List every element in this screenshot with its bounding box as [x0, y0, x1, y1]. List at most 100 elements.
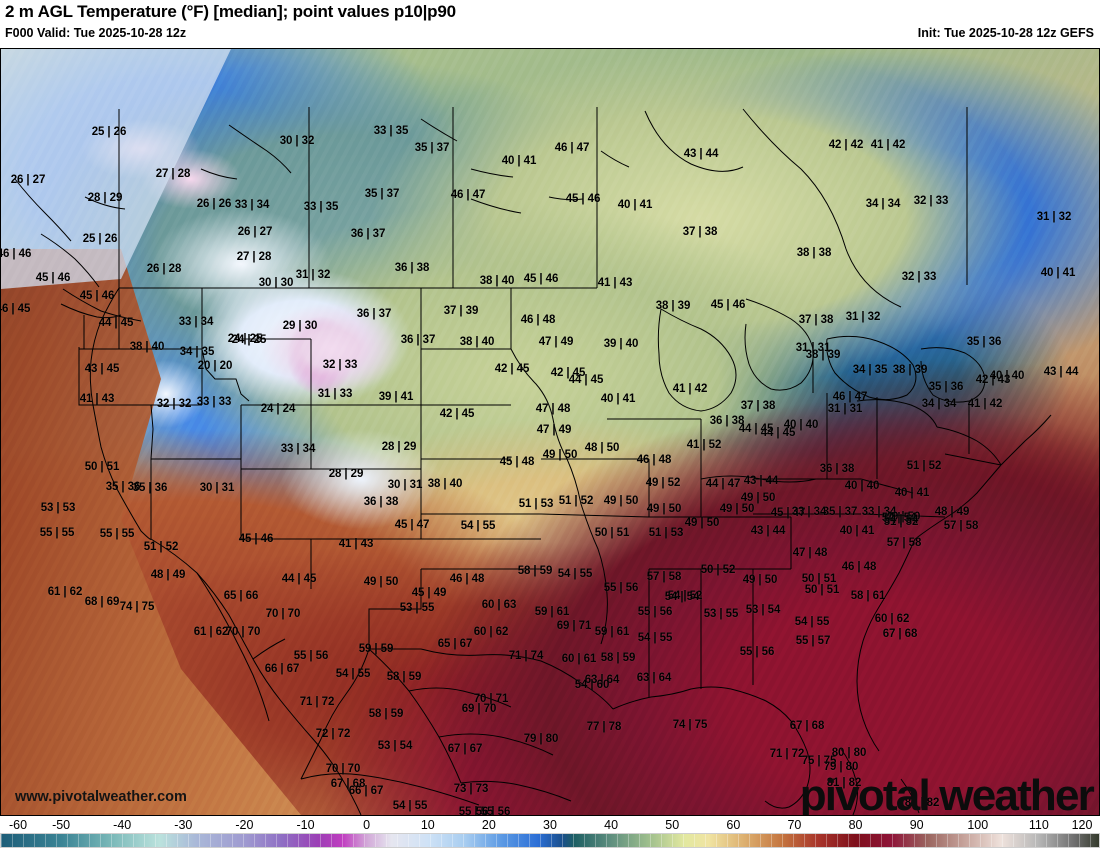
- point-value-label: 45 | 48: [499, 456, 535, 468]
- point-value-label: 33 | 34: [280, 443, 316, 455]
- point-value-label: 28 | 29: [87, 192, 123, 204]
- point-value-label: 55 | 55: [39, 527, 75, 539]
- point-value-label: 30 | 30: [258, 277, 294, 289]
- point-value-label: 69 | 71: [556, 620, 592, 632]
- colorbar-container: -60 -50 -40 -30 -20 -10 0 10 20 30 40 50 60 70 80 90 100…: [0, 818, 1100, 850]
- point-value-label: 27 | 28: [155, 168, 191, 180]
- point-value-label: 37 | 38: [798, 314, 834, 326]
- point-value-label: 71 | 72: [299, 696, 335, 708]
- point-value-label: 61 | 62: [193, 626, 229, 638]
- point-value-label: 54 | 55: [637, 632, 673, 644]
- point-value-label: 55 | 56: [603, 582, 639, 594]
- point-value-label: 45 | 46: [523, 273, 559, 285]
- point-value-label: 65 | 66: [223, 590, 259, 602]
- point-value-label: 58 | 59: [368, 708, 404, 720]
- point-value-label: 40 | 41: [894, 487, 930, 499]
- point-value-label: 35 | 36: [966, 336, 1002, 348]
- point-value-label: 57 | 58: [646, 571, 682, 583]
- point-value-label: 81 | 82: [826, 777, 862, 789]
- point-value-label: 60 | 61: [561, 653, 597, 665]
- point-value-label: 54 | 54: [883, 514, 919, 526]
- point-value-label: 70 | 70: [325, 763, 361, 775]
- point-value-label: 36 | 37: [356, 308, 392, 320]
- point-value-label: 68 | 69: [84, 596, 120, 608]
- point-value-label: 67 | 67: [447, 743, 483, 755]
- point-value-label: 26 | 28: [146, 263, 182, 275]
- point-value-label: 36 | 38: [363, 496, 399, 508]
- colorbar-tick: -40: [113, 818, 132, 832]
- point-value-label: 31 | 31: [795, 342, 831, 354]
- point-value-label: 46 | 48: [520, 314, 556, 326]
- point-value-label: 73 | 73: [453, 783, 489, 795]
- colorbar-tick: 80: [848, 818, 863, 832]
- contour-banding-texture: [1, 49, 1099, 815]
- point-value-label: 57 | 58: [943, 520, 979, 532]
- colorbar-tick: 120: [1071, 818, 1093, 832]
- point-value-label: 49 | 50: [742, 574, 778, 586]
- pivotal-weather-watermark: pivotal weather: [799, 771, 1095, 816]
- point-value-label: 43 | 44: [683, 148, 719, 160]
- point-value-label: 49 | 50: [684, 517, 720, 529]
- point-value-label: 39 | 41: [378, 391, 414, 403]
- colorbar-tick: -20: [235, 818, 254, 832]
- point-value-label: 32 | 33: [901, 271, 937, 283]
- point-value-label: 29 | 30: [282, 320, 318, 332]
- point-value-label: 58 | 59: [600, 652, 636, 664]
- point-value-label: 44 | 45: [98, 317, 134, 329]
- point-value-label: 24 | 25: [231, 334, 267, 346]
- map-viewport[interactable]: 25 | 26 26 | 27 27 | 28 28 | 29 26 | 26 33 | …: [0, 48, 1100, 816]
- colorbar-tick: 70: [787, 818, 802, 832]
- colorbar-gradient[interactable]: [0, 833, 1100, 848]
- point-value-label: 35 | 36: [928, 381, 964, 393]
- point-value-label: 35 | 36: [132, 482, 168, 494]
- point-value-label: 63 | 64: [636, 672, 672, 684]
- point-value-label: 25 | 26: [91, 126, 127, 138]
- point-value-label: 50 | 51: [804, 584, 840, 596]
- point-value-label: 45 | 49: [411, 587, 447, 599]
- point-value-label: 26 | 27: [237, 226, 273, 238]
- point-value-label: 54 | 55: [794, 616, 830, 628]
- point-value-label: 59 | 61: [534, 606, 570, 618]
- point-value-label: 54 | 55: [335, 668, 371, 680]
- point-value-label: 79 | 80: [823, 761, 859, 773]
- point-value-label: 67 | 68: [789, 720, 825, 732]
- point-value-label: 46 | 46: [0, 248, 32, 260]
- point-value-label: 45 | 46: [238, 533, 274, 545]
- point-value-label: 42 | 45: [439, 408, 475, 420]
- point-value-label: 25 | 26: [82, 233, 118, 245]
- temperature-raster: 25 | 26 26 | 27 27 | 28 28 | 29 26 | 26 33 | …: [1, 49, 1099, 815]
- point-value-label: 33 | 33: [196, 396, 232, 408]
- point-value-label: 60 | 62: [874, 613, 910, 625]
- point-value-label: 26 | 27: [10, 174, 46, 186]
- point-value-label: 54 | 60: [574, 679, 610, 691]
- point-value-label: 42 | 45: [494, 363, 530, 375]
- page-title: 2 m AGL Temperature (°F) [median]; point…: [5, 2, 456, 21]
- point-value-label: 39 | 40: [603, 338, 639, 350]
- point-value-label: 53 | 55: [399, 602, 435, 614]
- point-value-label: 44 | 45: [738, 423, 774, 435]
- point-value-label: 53 | 55: [703, 608, 739, 620]
- point-value-label: 60 | 63: [481, 599, 517, 611]
- colorbar-tick: 110: [1028, 818, 1049, 832]
- point-value-label: 54 | 52: [667, 590, 703, 602]
- colorbar-tick: 10: [420, 818, 435, 832]
- point-value-label: 40 | 40: [783, 419, 819, 431]
- point-value-label: 51 | 52: [143, 541, 179, 553]
- point-value-label: 38 | 40: [129, 341, 165, 353]
- point-value-label: 48 | 49: [934, 506, 970, 518]
- point-value-label: 45 | 47: [394, 519, 430, 531]
- point-value-label: 66 | 67: [264, 663, 300, 675]
- point-value-label: 46 | 48: [449, 573, 485, 585]
- point-value-label: 45 | 46: [565, 193, 601, 205]
- colorbar-tick: -60: [8, 818, 28, 832]
- point-value-label: 74 | 75: [119, 601, 155, 613]
- point-value-label: 54 | 55: [392, 800, 428, 812]
- valid-time-label: F000 Valid: Tue 2025-10-28 12z: [5, 26, 187, 40]
- point-value-label: 44 | 45: [760, 427, 796, 439]
- point-value-label: 37 | 38: [682, 226, 718, 238]
- colorbar-tick: 20: [481, 818, 496, 832]
- point-value-label: 34 | 35: [852, 364, 888, 376]
- point-value-label: 50 | 52: [700, 564, 736, 576]
- point-value-label: 51 | 53: [518, 498, 554, 510]
- point-value-label: 55 | 55: [99, 528, 135, 540]
